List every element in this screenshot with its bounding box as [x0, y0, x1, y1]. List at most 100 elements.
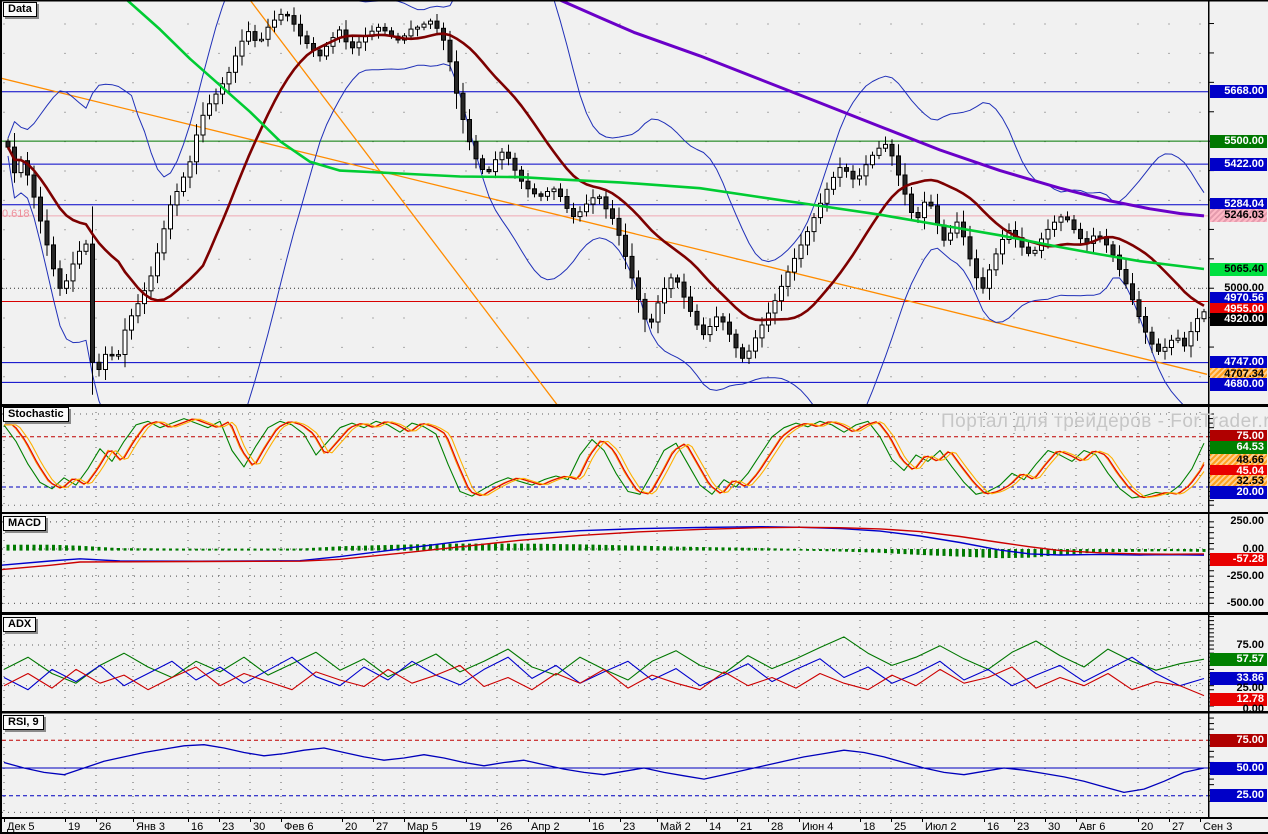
scale-label-stochastic: 75.00: [1210, 430, 1267, 444]
date-tick: [4, 818, 5, 822]
date-label: 27: [1172, 821, 1185, 833]
scale-label-adx: 57.57: [1210, 652, 1267, 666]
date-tick: [891, 818, 892, 822]
date-tick: [497, 818, 498, 822]
date-tick: [528, 818, 529, 822]
date-label: 18: [863, 821, 876, 833]
date-tick: [96, 818, 97, 822]
scale-label-price: 4680.00: [1210, 378, 1267, 392]
date-label: 16: [987, 821, 1000, 833]
date-tick: [1076, 818, 1077, 822]
date-label: Мар 5: [407, 821, 438, 833]
panel-label-macd[interactable]: MACD: [3, 516, 46, 531]
date-label: 14: [709, 821, 722, 833]
date-label: 20: [1141, 821, 1154, 833]
scale-label-price: 4970.56: [1210, 292, 1267, 306]
date-tick: [188, 818, 189, 822]
date-label: 21: [740, 821, 753, 833]
scale-label-price: 4955.00: [1210, 302, 1267, 316]
scale-label-rsi: 75.00: [1210, 733, 1267, 747]
date-tick: [1014, 818, 1015, 822]
date-tick: [466, 818, 467, 822]
scale-label-price: 5065.40: [1210, 262, 1267, 276]
scale-label-stochastic: 64.53: [1210, 440, 1267, 454]
date-tick: [768, 818, 769, 822]
date-tick: [799, 818, 800, 822]
date-axis: Дек 5 19 26 Янв 3 16 23 30 Фев 6 20 27 Мар 5 19 26 Ап…: [0, 818, 1268, 834]
date-label: Май 2: [660, 821, 691, 833]
scale-label-stochastic: 32.53: [1210, 475, 1267, 489]
scale-label-adx: 12.78: [1210, 692, 1267, 706]
scale-label-price: 5500.00: [1210, 134, 1267, 148]
panel-label-stochastic[interactable]: Stochastic: [3, 407, 69, 422]
scale-label-stochastic: 20.00: [1210, 485, 1267, 499]
date-tick: [620, 818, 621, 822]
date-tick: [133, 818, 134, 822]
date-label: 30: [253, 821, 266, 833]
scale-label-stochastic: 45.04: [1210, 464, 1267, 478]
scale-label-stochastic: 48.66: [1210, 454, 1267, 468]
date-label: 25: [894, 821, 907, 833]
date-label: Фев 6: [284, 821, 314, 833]
date-label: Авг 6: [1079, 821, 1106, 833]
date-tick: [342, 818, 343, 822]
date-tick: [250, 818, 251, 822]
date-label: Июн 4: [802, 821, 834, 833]
date-tick: [589, 818, 590, 822]
date-tick: [984, 818, 985, 822]
date-tick: [922, 818, 923, 822]
scale-label-price: 5000.00: [1224, 281, 1264, 294]
date-tick: [657, 818, 658, 822]
scale-label-macd: -57.28: [1210, 553, 1267, 566]
date-label: 23: [222, 821, 235, 833]
date-tick: [1138, 818, 1139, 822]
date-label: 19: [469, 821, 482, 833]
date-label: 26: [99, 821, 112, 833]
scale-label-macd: -500.00: [1226, 596, 1264, 609]
date-label: 19: [68, 821, 81, 833]
scale-label-rsi: 50.00: [1210, 761, 1267, 775]
scale-label-macd: 250.00: [1230, 515, 1264, 528]
date-label: 20: [345, 821, 358, 833]
scale-label-price: 5246.03: [1210, 209, 1267, 223]
date-tick: [281, 818, 282, 822]
date-label: Дек 5: [7, 821, 35, 833]
date-label: 27: [376, 821, 389, 833]
scale-label-adx: 75.00: [1236, 638, 1264, 651]
date-tick: [737, 818, 738, 822]
scale-label-rsi: 25.00: [1210, 789, 1267, 803]
date-label: Июл 2: [925, 821, 957, 833]
scale-label-price: 4707.34: [1210, 367, 1267, 381]
scale-label-price: 4920.00: [1210, 313, 1267, 327]
scale-label-price: 5422.00: [1210, 157, 1267, 171]
date-tick: [860, 818, 861, 822]
date-tick: [1045, 818, 1046, 822]
fib-level-label: 0.618: [2, 208, 30, 220]
date-label: 26: [500, 821, 513, 833]
scale-label-price: 5284.04: [1210, 198, 1267, 212]
panel-label-rsi[interactable]: RSI, 9: [3, 715, 44, 730]
scale-label-adx: 25.00: [1236, 682, 1264, 695]
scale-label-macd: -250.00: [1226, 569, 1264, 582]
date-tick: [373, 818, 374, 822]
scale-label-adx: 33.86: [1210, 671, 1267, 685]
panel-label-adx[interactable]: ADX: [3, 617, 37, 632]
panel-label-data[interactable]: Data: [3, 2, 37, 17]
date-tick: [65, 818, 66, 822]
date-tick: [706, 818, 707, 822]
date-tick: [404, 818, 405, 822]
date-label: 23: [623, 821, 636, 833]
date-label: 16: [191, 821, 204, 833]
scale-label-macd: 0.00: [1242, 542, 1264, 555]
date-label: Янв 3: [136, 821, 166, 833]
date-label: 28: [771, 821, 784, 833]
watermark: Портал для трейдеров - ForTrader.ru: [941, 411, 1268, 432]
date-tick: [219, 818, 220, 822]
date-label: Сен 3: [1203, 821, 1233, 833]
date-tick: [1200, 818, 1201, 822]
date-label: 16: [592, 821, 605, 833]
scale-label-price: 5668.00: [1210, 85, 1267, 99]
date-label: 23: [1017, 821, 1030, 833]
